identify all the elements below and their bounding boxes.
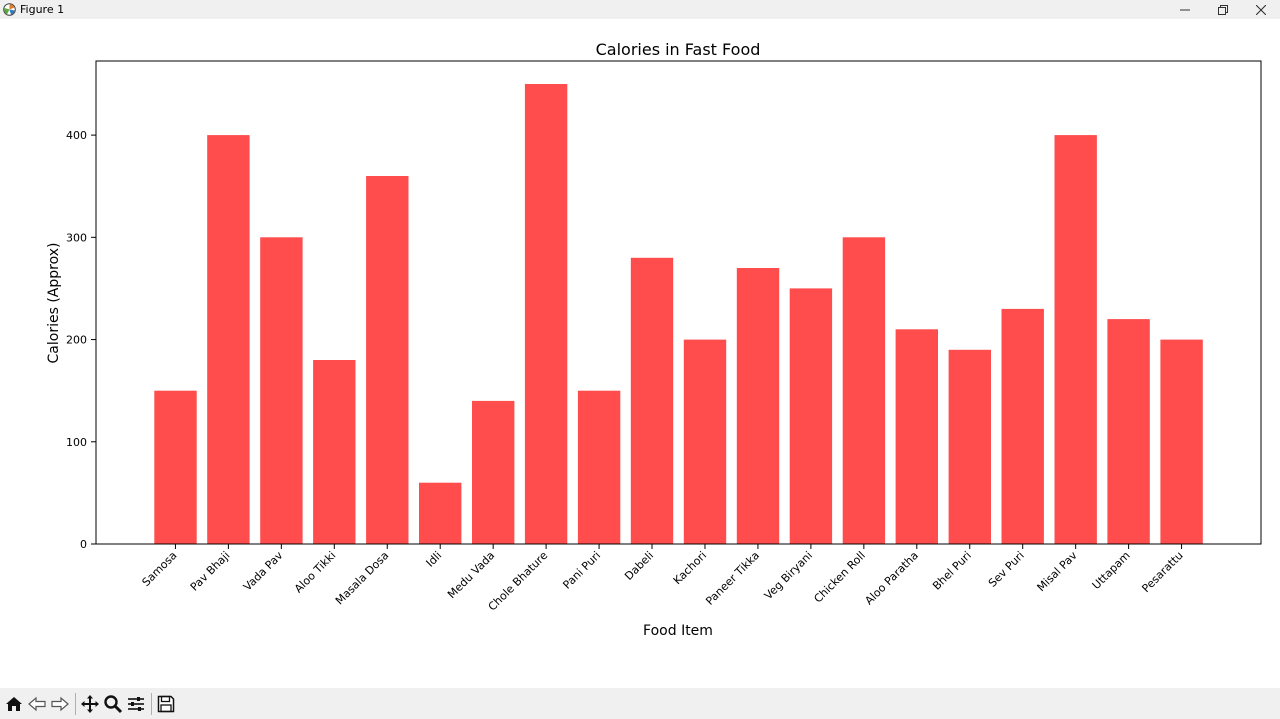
bar-pesarattu	[1160, 339, 1203, 544]
x-tick-label: Pani Puri	[560, 549, 603, 592]
toolbar-separator	[75, 692, 76, 715]
x-tick-label: Masala Dosa	[333, 549, 391, 607]
bar-bhel-puri	[948, 349, 991, 544]
bar-chart: Calories in Fast Food 0 100 200 300 400 Samo…	[46, 40, 1262, 639]
bar-aloo-paratha	[895, 329, 938, 544]
figure-canvas[interactable]: Calories in Fast Food 0 100 200 300 400 Samo…	[0, 19, 1280, 688]
window-titlebar: Figure 1	[0, 0, 1280, 19]
chart-title: Calories in Fast Food	[596, 40, 761, 59]
bar-pav-bhaji	[207, 135, 250, 544]
bar-paneer-tikka	[736, 268, 780, 544]
configure-subplots-button[interactable]	[125, 693, 147, 715]
x-tick-label: Misal Pav	[1035, 549, 1081, 595]
bar-dabeli	[630, 257, 674, 544]
x-tick-label: Vada Pav	[241, 549, 286, 594]
forward-button[interactable]	[49, 693, 71, 715]
home-icon	[6, 696, 22, 711]
window-title: Figure 1	[20, 3, 65, 16]
x-tick-label: Paneer Tikka	[703, 549, 762, 608]
x-tick-label: Uttapam	[1090, 549, 1133, 592]
x-tick-label: Chicken Roll	[811, 549, 868, 606]
y-axis: 0 100 200 300 400	[66, 129, 96, 551]
y-tick-label: 200	[66, 334, 87, 347]
x-tick-label: Samosa	[140, 549, 180, 589]
x-tick-label: Aloo Tikki	[292, 549, 339, 596]
y-tick-label: 100	[66, 436, 87, 449]
y-tick-label: 0	[80, 538, 87, 551]
x-tick-label: Veg Biryani	[762, 549, 815, 602]
toolbar-separator	[151, 692, 152, 715]
bar-kachori	[683, 339, 727, 544]
back-button[interactable]	[26, 693, 48, 715]
back-icon	[28, 696, 46, 711]
x-axis-label: Food Item	[643, 623, 713, 639]
x-tick-label: Aloo Paratha	[862, 549, 920, 607]
save-icon	[157, 695, 175, 712]
y-tick-label: 300	[66, 231, 87, 244]
window-controls	[1166, 0, 1280, 19]
bar-veg-biryani	[789, 288, 833, 544]
x-axis: Samosa Pav Bhaji Vada Pav Aloo TikkiMasala …	[140, 544, 1186, 613]
bar-masala-dosa	[366, 176, 409, 544]
configure-icon	[128, 696, 144, 711]
bar-pani-puri	[577, 390, 621, 544]
x-tick-label: Medu Vada	[445, 549, 497, 601]
x-tick-label: Bhel Puri	[930, 549, 974, 593]
pan-button[interactable]	[79, 693, 101, 715]
pan-icon	[81, 694, 99, 713]
x-tick-label: Pesarattu	[1139, 549, 1185, 595]
x-tick-label: Pav Bhaji	[188, 549, 233, 594]
bar-uttapam	[1107, 319, 1150, 544]
bar-idli	[419, 482, 462, 544]
bar-chicken-roll	[842, 237, 886, 545]
bar-vada-pav	[260, 237, 303, 545]
bar-samosa	[154, 390, 197, 544]
matplotlib-app-icon	[2, 3, 16, 17]
forward-icon	[51, 696, 69, 711]
x-tick-label: Dabeli	[622, 549, 656, 583]
bar-chole-bhature	[524, 84, 568, 544]
x-tick-label: Kachori	[671, 549, 709, 587]
close-icon	[1256, 4, 1266, 15]
x-tick-label: Sev Puri	[986, 549, 1027, 590]
bar-sev-puri	[1001, 308, 1044, 544]
bar-misal-pav	[1054, 135, 1097, 544]
bar-aloo-tikki	[313, 360, 356, 544]
zoom-button[interactable]	[102, 693, 124, 715]
minimize-icon	[1180, 9, 1190, 10]
home-button[interactable]	[3, 693, 25, 715]
minimize-button[interactable]	[1166, 0, 1204, 19]
navigation-toolbar	[0, 688, 1280, 719]
plot-area-frame	[95, 60, 1262, 545]
bar-medu-vada	[472, 400, 515, 544]
x-tick-label: Idli	[424, 549, 445, 570]
zoom-icon	[104, 694, 123, 713]
bars-group	[154, 84, 1203, 545]
restore-icon	[1218, 4, 1228, 15]
save-button[interactable]	[155, 693, 177, 715]
restore-button[interactable]	[1204, 0, 1242, 19]
y-axis-label: Calories (Approx)	[46, 243, 62, 364]
close-button[interactable]	[1242, 0, 1280, 19]
y-tick-label: 400	[66, 129, 87, 142]
